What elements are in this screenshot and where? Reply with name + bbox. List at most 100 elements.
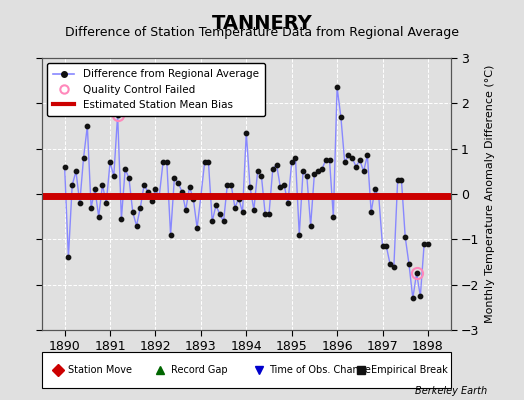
Point <box>344 152 353 159</box>
Point <box>424 241 432 247</box>
Point <box>283 200 292 206</box>
Text: Station Move: Station Move <box>69 365 133 375</box>
Point <box>215 211 224 218</box>
Point <box>333 84 341 91</box>
Point <box>110 173 118 179</box>
Point <box>121 166 129 172</box>
Point <box>68 182 77 188</box>
Point <box>60 164 69 170</box>
Point <box>75 200 84 206</box>
Point <box>257 173 266 179</box>
Point <box>159 159 167 166</box>
Text: Record Gap: Record Gap <box>171 365 227 375</box>
Point <box>125 175 133 181</box>
Legend: Difference from Regional Average, Quality Control Failed, Estimated Station Mean: Difference from Regional Average, Qualit… <box>47 63 265 116</box>
Point <box>371 186 379 193</box>
Point <box>325 157 334 163</box>
Point <box>249 207 258 213</box>
Y-axis label: Monthly Temperature Anomaly Difference (°C): Monthly Temperature Anomaly Difference (… <box>485 65 495 323</box>
Point <box>140 182 148 188</box>
Text: Time of Obs. Change: Time of Obs. Change <box>269 365 370 375</box>
Point <box>329 214 337 220</box>
Point <box>341 159 349 166</box>
Point <box>212 202 220 208</box>
Point <box>359 168 368 174</box>
Point <box>310 170 319 177</box>
Point <box>201 159 209 166</box>
Point <box>174 180 182 186</box>
Point <box>367 209 375 215</box>
Point <box>276 184 285 190</box>
Point <box>288 159 296 166</box>
Point <box>181 207 190 213</box>
Point <box>155 193 163 200</box>
Point <box>185 184 194 190</box>
Point <box>79 154 88 161</box>
Point <box>64 254 73 261</box>
Point <box>397 177 406 184</box>
Point <box>337 114 345 120</box>
Point <box>314 168 322 174</box>
Point <box>113 112 122 118</box>
Point <box>72 168 80 174</box>
Text: Empirical Break: Empirical Break <box>371 365 447 375</box>
Point <box>162 159 171 166</box>
Point <box>356 157 364 163</box>
Point <box>91 186 99 193</box>
Point <box>204 159 213 166</box>
Point <box>254 168 262 174</box>
Point <box>117 216 126 222</box>
Point <box>412 270 421 276</box>
Point <box>375 193 383 200</box>
Point <box>208 218 216 224</box>
Point <box>133 222 141 229</box>
Point <box>390 263 398 270</box>
Point <box>238 209 247 215</box>
Point <box>83 123 92 129</box>
Point <box>147 198 156 204</box>
Point <box>99 182 107 188</box>
Point <box>136 204 145 211</box>
Point <box>227 182 235 188</box>
FancyBboxPatch shape <box>42 352 451 388</box>
Text: Difference of Station Temperature Data from Regional Average: Difference of Station Temperature Data f… <box>65 26 459 39</box>
Point <box>420 241 428 247</box>
Point <box>378 243 387 249</box>
Point <box>102 200 111 206</box>
Point <box>352 164 360 170</box>
Point <box>299 168 307 174</box>
Point <box>261 211 269 218</box>
Point <box>322 157 330 163</box>
Point <box>363 152 372 159</box>
Point <box>144 188 152 195</box>
Point <box>386 261 394 268</box>
Point <box>223 182 232 188</box>
Point <box>348 154 356 161</box>
Point <box>318 166 326 172</box>
Point <box>220 218 228 224</box>
Point <box>231 204 239 211</box>
Point <box>87 204 95 211</box>
Point <box>295 232 303 238</box>
Point <box>394 177 402 184</box>
Point <box>196 193 205 200</box>
Point <box>303 173 311 179</box>
Point <box>235 195 243 202</box>
Point <box>307 222 315 229</box>
Point <box>280 182 288 188</box>
Point <box>106 159 114 166</box>
Point <box>151 186 160 193</box>
Text: TANNERY: TANNERY <box>212 14 312 33</box>
Point <box>246 184 254 190</box>
Point <box>409 295 417 302</box>
Point <box>401 234 409 240</box>
Point <box>272 161 281 168</box>
Point <box>405 261 413 268</box>
Point <box>193 225 201 231</box>
Point <box>170 175 179 181</box>
Point <box>291 154 300 161</box>
Text: Berkeley Earth: Berkeley Earth <box>415 386 487 396</box>
Point <box>382 243 390 249</box>
Point <box>94 214 103 220</box>
Point <box>269 166 277 172</box>
